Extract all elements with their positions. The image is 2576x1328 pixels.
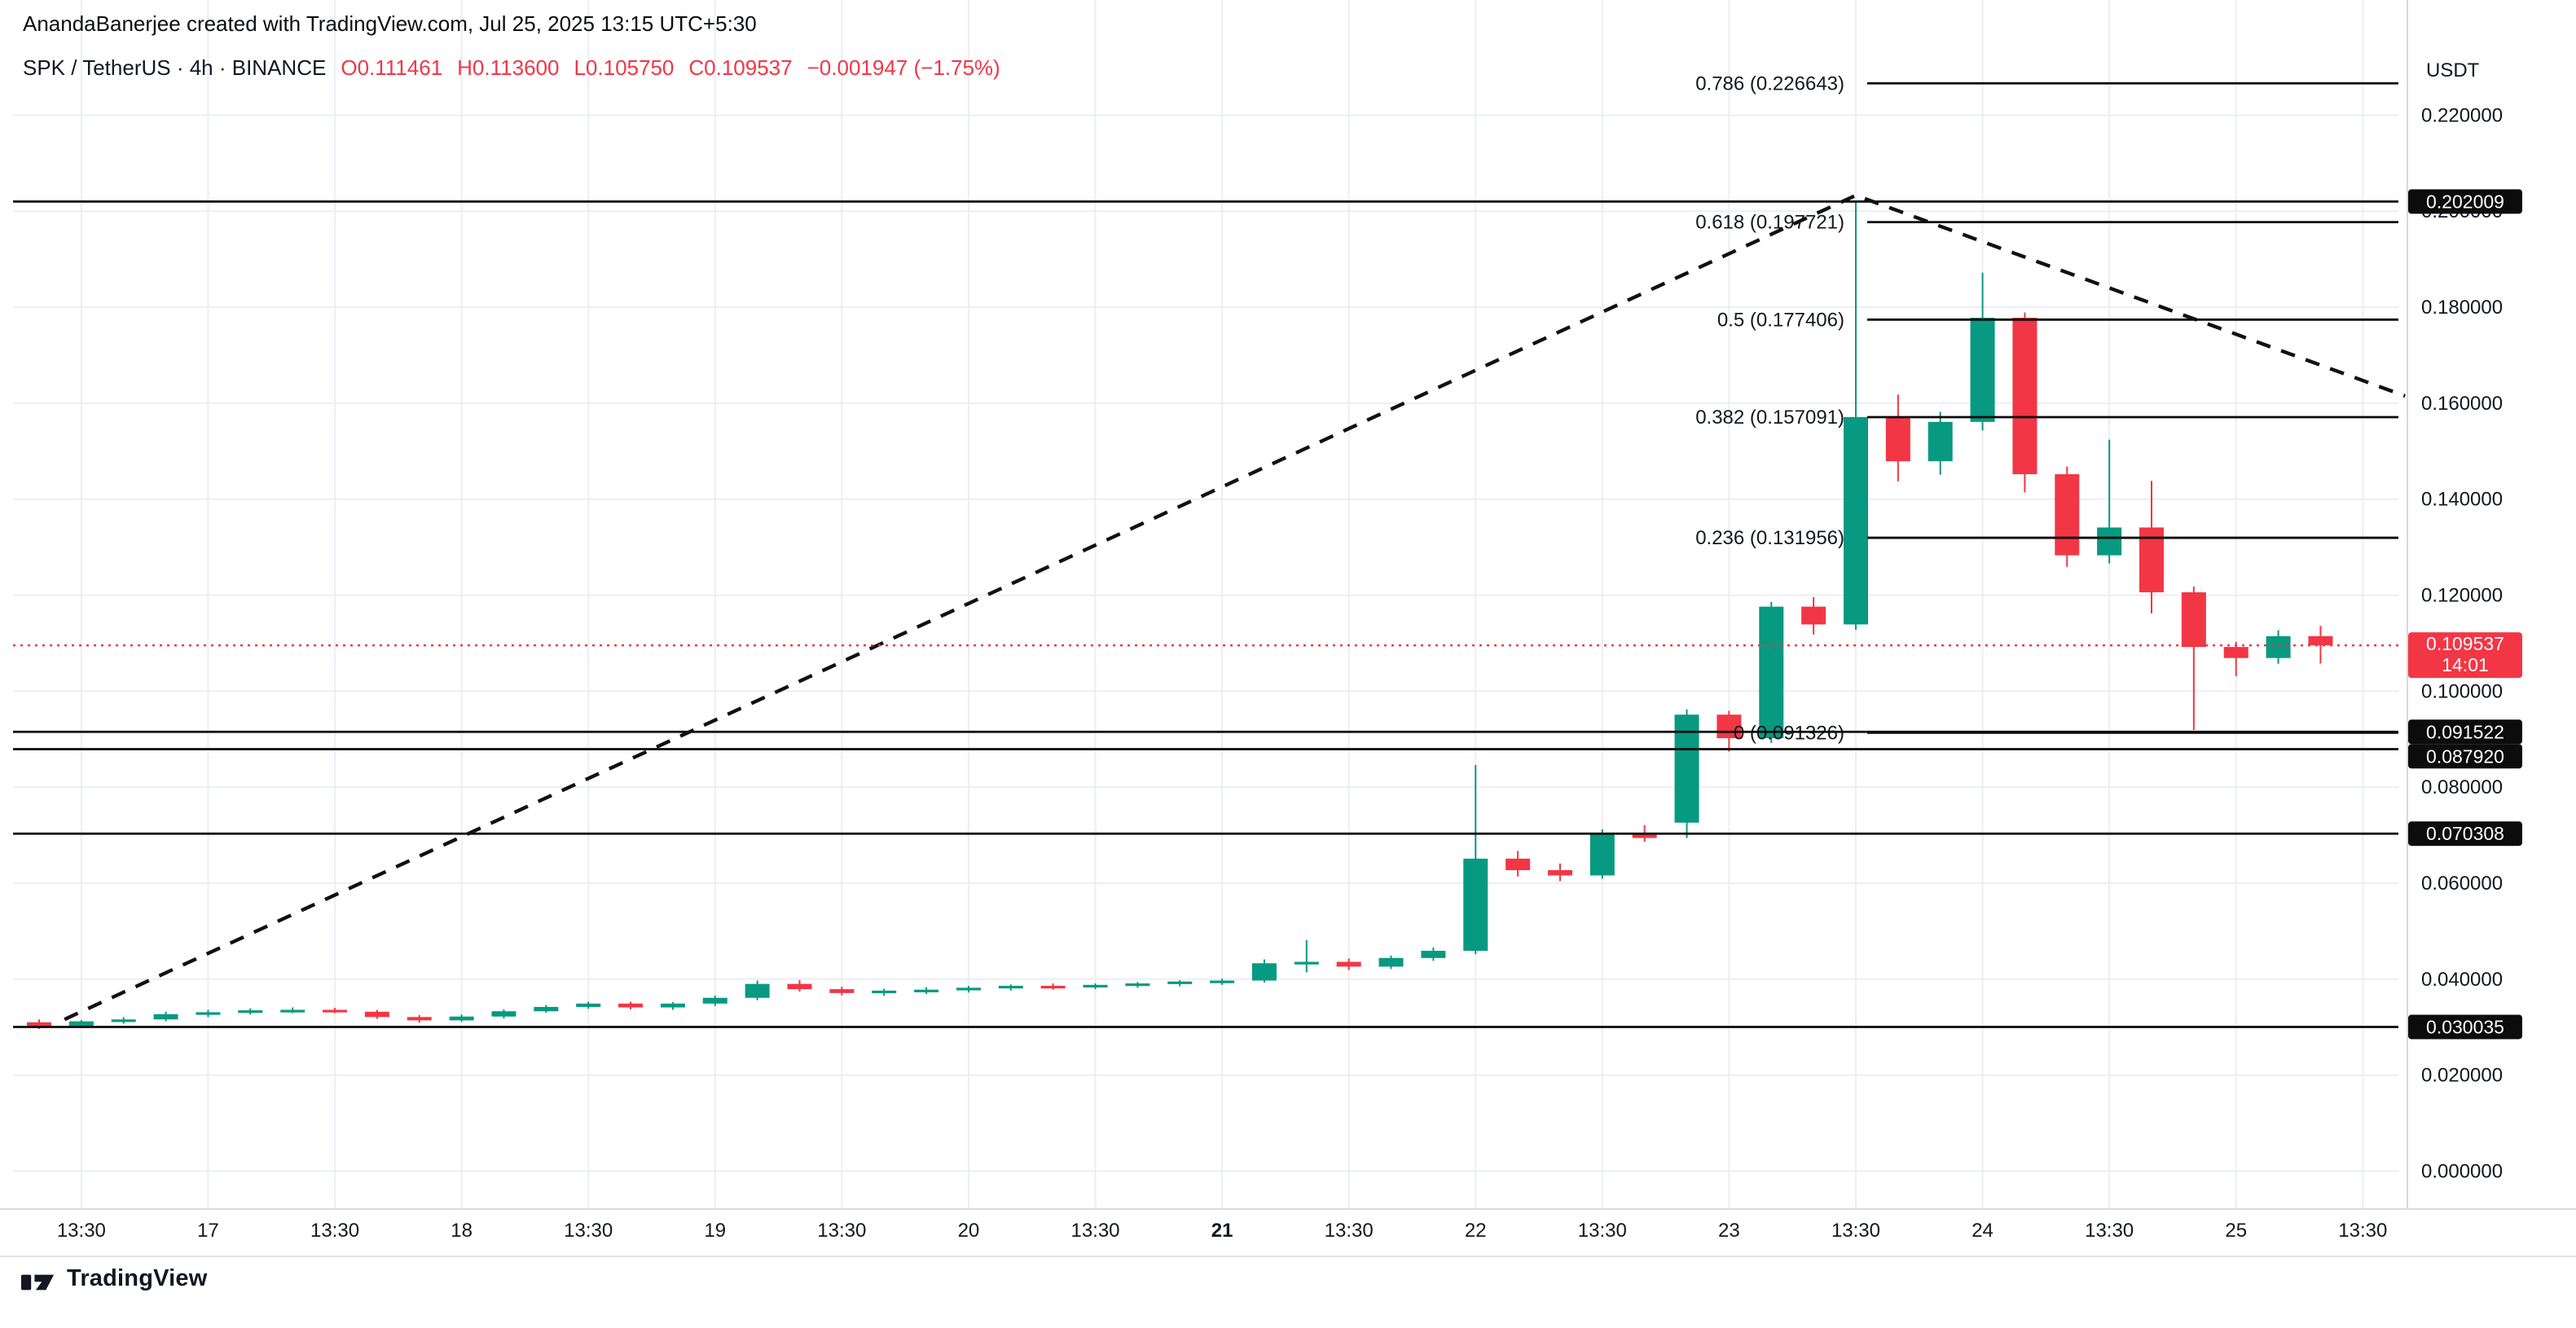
ohlc-low: L0.105750 [574,55,675,80]
svg-text:0.030035: 0.030035 [2426,1016,2504,1037]
svg-text:13:30: 13:30 [2338,1220,2387,1242]
svg-text:0.786 (0.226643): 0.786 (0.226643) [1695,73,1844,95]
svg-text:0.109537: 0.109537 [2426,633,2504,654]
svg-text:18: 18 [451,1220,473,1242]
svg-text:13:30: 13:30 [310,1220,359,1242]
svg-text:0.160000: 0.160000 [2421,393,2503,415]
svg-text:0.220000: 0.220000 [2421,104,2503,126]
svg-text:13:30: 13:30 [57,1220,106,1242]
price-axis-currency: USDT [2426,59,2480,81]
svg-text:0.5 (0.177406): 0.5 (0.177406) [1717,309,1844,331]
svg-text:22: 22 [1465,1220,1487,1242]
svg-text:0.020000: 0.020000 [2421,1065,2503,1087]
svg-text:0.618 (0.197721): 0.618 (0.197721) [1695,212,1844,234]
svg-text:14:01: 14:01 [2442,654,2489,675]
svg-text:0.060000: 0.060000 [2421,873,2503,895]
ohlc-open: O0.111461 [341,55,443,80]
time-scale[interactable]: 13:30 17 13:30 18 13:30 19 13:30 20 13:30 21 13:30… [57,1220,2388,1242]
svg-text:20: 20 [958,1220,980,1242]
tradingview-wordmark: TradingView [67,1266,208,1292]
symbol-title[interactable]: SPK / TetherUS · 4h · BINANCE [23,55,327,80]
svg-text:13:30: 13:30 [1070,1220,1119,1242]
attribution: AnandaBanerjee created with TradingView.… [23,11,757,36]
svg-text:0.040000: 0.040000 [2421,969,2503,991]
svg-text:0 (0.091326): 0 (0.091326) [1734,722,1844,744]
trendline [64,193,2406,1022]
svg-text:17: 17 [197,1220,219,1242]
svg-text:0.087920: 0.087920 [2426,745,2504,767]
svg-text:0.080000: 0.080000 [2421,776,2503,798]
svg-text:0.140000: 0.140000 [2421,489,2503,511]
svg-text:19: 19 [704,1220,726,1242]
svg-text:0.000000: 0.000000 [2421,1160,2503,1182]
svg-text:13:30: 13:30 [1831,1220,1880,1242]
tradingview-logo[interactable]: TradingView [21,1266,208,1292]
grid [13,0,2398,1209]
ohlc-close: C0.109537 [688,55,793,80]
svg-text:0.100000: 0.100000 [2421,680,2503,702]
horizontal-price-lines [13,200,2398,1028]
svg-text:0.091522: 0.091522 [2426,721,2504,742]
ohlc-high: H0.113600 [457,55,560,80]
svg-text:13:30: 13:30 [564,1220,613,1242]
price-change: −0.001947 (−1.75%) [807,55,1000,80]
price-badges: 0.202009 0.091522 0.087920 0.070308 0.030035… [2408,189,2522,1040]
symbol-info-row: SPK / TetherUS · 4h · BINANCE O0.111461 … [23,55,1000,80]
candles [27,201,2333,1030]
svg-text:0.202009: 0.202009 [2426,191,2504,212]
axis-borders [0,0,2576,1257]
last-price-badge [2408,632,2522,679]
svg-text:0.236 (0.131956): 0.236 (0.131956) [1695,527,1844,549]
svg-text:0.120000: 0.120000 [2421,584,2503,606]
svg-text:0.180000: 0.180000 [2421,297,2503,319]
svg-text:24: 24 [1972,1220,1994,1242]
svg-text:13:30: 13:30 [817,1220,866,1242]
svg-text:25: 25 [2225,1220,2247,1242]
svg-text:23: 23 [1718,1220,1740,1242]
svg-text:13:30: 13:30 [2085,1220,2134,1242]
svg-text:13:30: 13:30 [1578,1220,1627,1242]
svg-text:0.382 (0.157091): 0.382 (0.157091) [1695,407,1844,429]
tradingview-logo-icon [21,1274,55,1291]
svg-text:21: 21 [1211,1220,1233,1242]
svg-text:13:30: 13:30 [1325,1220,1374,1242]
svg-text:0.070308: 0.070308 [2426,823,2504,844]
fib-retracement: 0.786 (0.226643) 0.618 (0.197721) 0.5 (0.1… [1695,73,2398,744]
